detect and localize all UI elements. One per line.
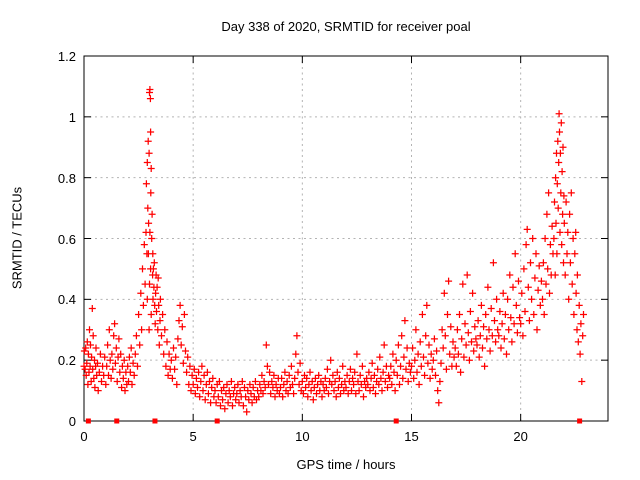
y-tick-label: 0.2: [57, 353, 76, 369]
y-tick-label: 1.2: [57, 49, 76, 64]
x-tick-label: 0: [80, 429, 88, 444]
x-tick-label: 5: [189, 429, 197, 444]
chart-title: Day 338 of 2020, SRMTID for receiver poa…: [221, 19, 471, 34]
y-tick-label: 0.8: [57, 170, 76, 186]
y-tick-label: 0.6: [57, 231, 76, 247]
y-tick-label: 1: [68, 109, 76, 125]
x-tick-label: 20: [513, 429, 528, 444]
axis-border: [83, 55, 609, 422]
baseline-square-markers: [85, 418, 583, 424]
y-tick-label: 0: [68, 414, 76, 429]
scatter-points: [80, 86, 587, 416]
x-axis-label: GPS time / hours: [296, 457, 396, 472]
x-tick-label: 15: [404, 429, 419, 444]
x-tick-label: 10: [295, 429, 310, 444]
y-tick-label: 0.4: [57, 292, 76, 308]
